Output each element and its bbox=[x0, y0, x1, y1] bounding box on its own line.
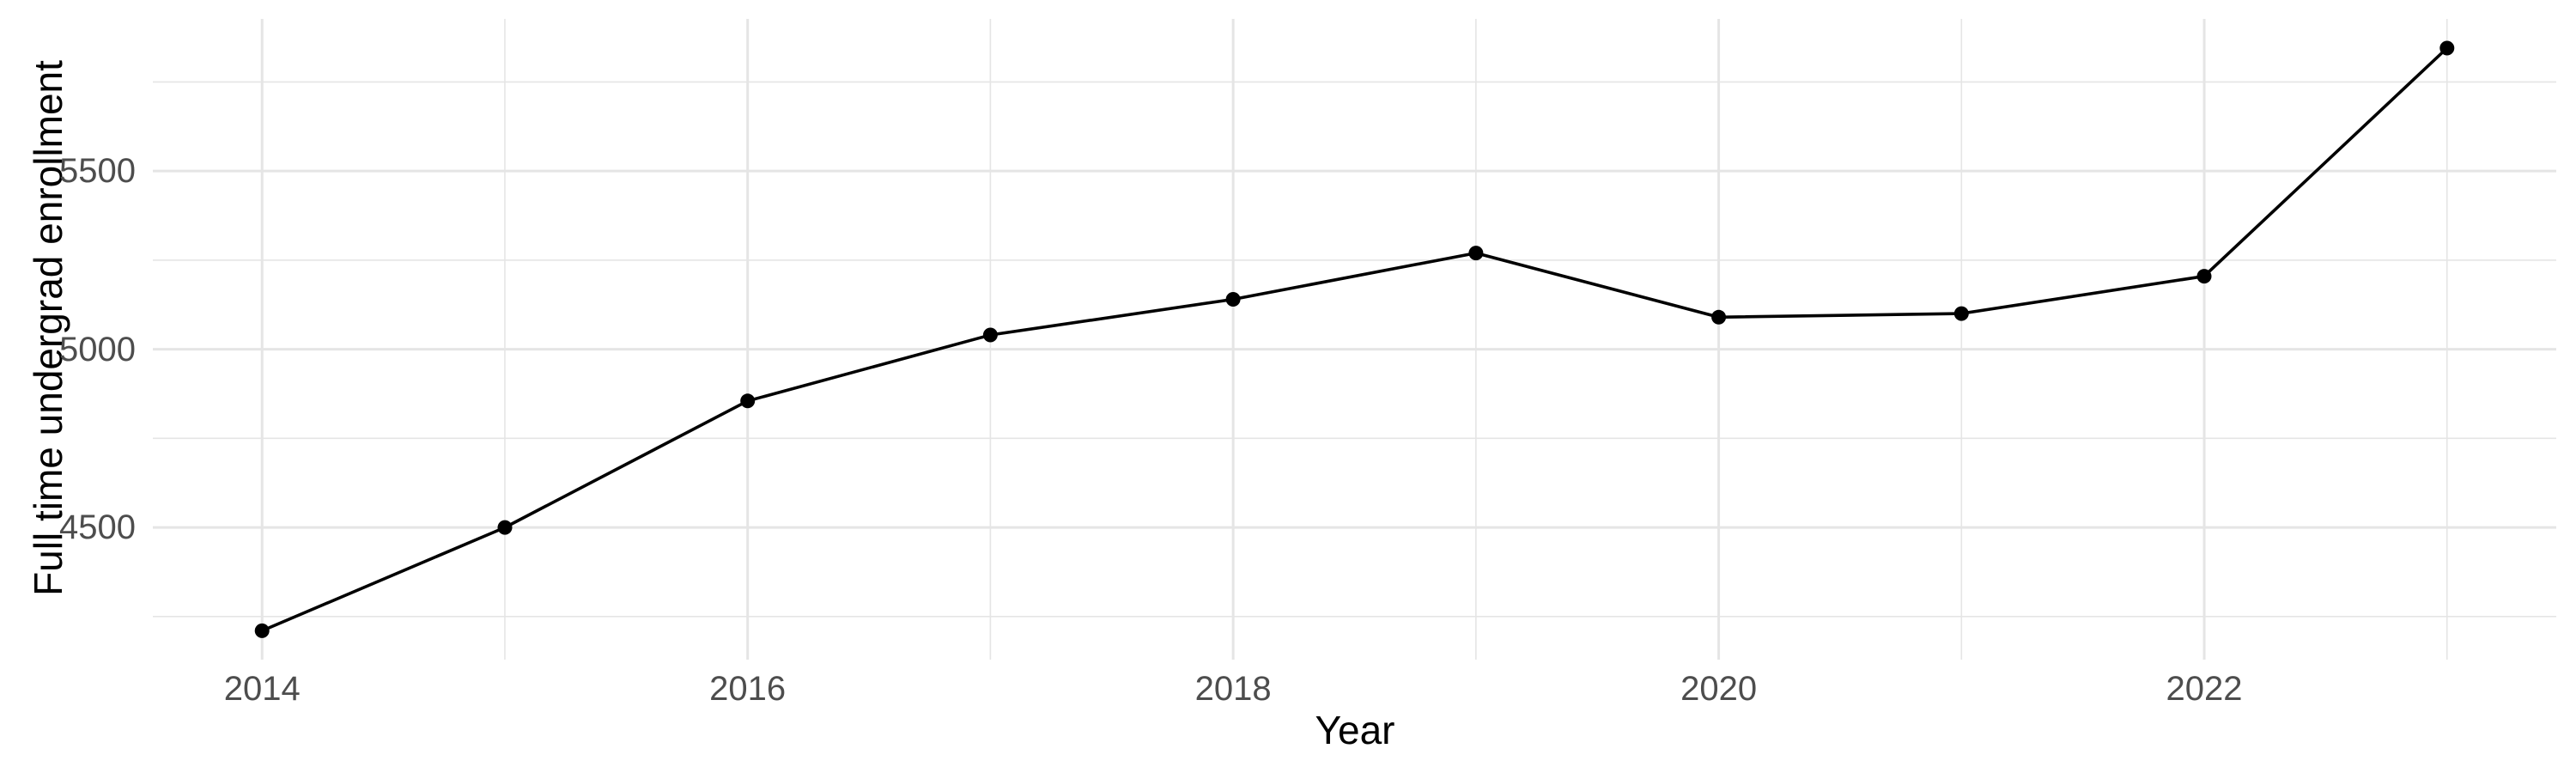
data-point bbox=[254, 623, 270, 638]
data-point bbox=[2439, 40, 2455, 56]
y-tick-label: 4500 bbox=[59, 508, 136, 547]
gridlines-minor bbox=[153, 19, 2556, 660]
data-point bbox=[1953, 306, 1969, 321]
data-series-layer bbox=[254, 40, 2455, 638]
gridlines-major bbox=[153, 19, 2556, 660]
x-tick-label: 2018 bbox=[1194, 670, 1272, 708]
data-point bbox=[497, 520, 513, 535]
x-tick-label: 2022 bbox=[2166, 670, 2243, 708]
data-point bbox=[2196, 269, 2212, 284]
x-tick-label: 2020 bbox=[1680, 670, 1758, 708]
x-tick-label: 2014 bbox=[223, 670, 301, 708]
x-axis-title: Year bbox=[1315, 708, 1395, 752]
data-point bbox=[1225, 292, 1241, 307]
x-tick-label: 2016 bbox=[709, 670, 787, 708]
data-point bbox=[1468, 246, 1484, 261]
data-point bbox=[1711, 309, 1727, 325]
data-point bbox=[740, 393, 756, 409]
y-tick-label: 5000 bbox=[59, 330, 136, 368]
data-point bbox=[982, 327, 998, 343]
y-tick-label: 5500 bbox=[59, 152, 136, 191]
enrollment-line bbox=[261, 46, 2449, 633]
